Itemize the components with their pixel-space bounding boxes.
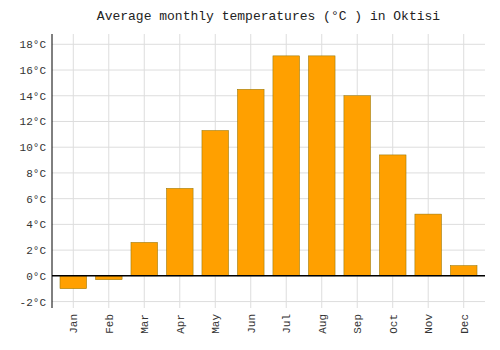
tick-label: Jul xyxy=(281,314,293,334)
tick-label: 8°C xyxy=(26,168,46,180)
bar xyxy=(308,56,335,276)
tick-label: Oct xyxy=(388,314,400,334)
tick-label: Nov xyxy=(423,314,435,334)
bar xyxy=(131,242,158,275)
tick-label: Apr xyxy=(175,314,187,334)
tick-label: 16°C xyxy=(20,65,47,77)
bars xyxy=(60,56,477,289)
axes: -2°C 0°C 2°C 4°C 6°C 8°C 10°C 12°C 14°C 16°C 18°C J… xyxy=(20,39,471,334)
tick-label: 14°C xyxy=(20,91,47,103)
grid-line xyxy=(52,275,485,276)
bar xyxy=(60,276,87,289)
grid-line xyxy=(108,34,109,308)
grid xyxy=(52,34,485,308)
tick-label: May xyxy=(210,314,222,334)
grid-line xyxy=(52,301,485,302)
tick-label: 0°C xyxy=(26,271,46,283)
bar xyxy=(450,266,477,276)
bar xyxy=(273,56,300,276)
tick-label: Aug xyxy=(317,314,329,334)
bar xyxy=(344,96,371,276)
tick-label: Sep xyxy=(352,314,364,334)
grid-line xyxy=(52,44,485,45)
bar xyxy=(202,130,229,275)
tick-label: 2°C xyxy=(26,245,46,257)
bar xyxy=(415,214,442,276)
bar xyxy=(237,89,264,276)
grid-line xyxy=(73,34,74,308)
bar xyxy=(379,155,406,276)
tick-label: Mar xyxy=(139,314,151,334)
tick-label: Dec xyxy=(459,314,471,334)
chart: Average monthly temperatures (°C ) in Ok… xyxy=(0,0,500,350)
tick-label: 18°C xyxy=(20,39,47,51)
zero-line xyxy=(52,275,485,277)
tick-label: -2°C xyxy=(20,297,47,309)
grid-line xyxy=(52,95,485,96)
grid-line xyxy=(52,172,485,173)
grid-line xyxy=(52,147,485,148)
tick-label: Jun xyxy=(246,314,258,334)
tick-label: 6°C xyxy=(26,194,46,206)
tick-label: Jan xyxy=(68,314,80,334)
tick-label: 10°C xyxy=(20,142,47,154)
grid-line xyxy=(52,198,485,199)
tick-label: Feb xyxy=(104,314,116,334)
grid-line xyxy=(52,121,485,122)
title: Average monthly temperatures (°C ) in Ok… xyxy=(97,9,440,24)
tick-label: 12°C xyxy=(20,116,47,128)
bar xyxy=(166,188,193,275)
tick-label: 4°C xyxy=(26,219,46,231)
grid-line xyxy=(52,70,485,71)
y-axis xyxy=(52,34,53,308)
